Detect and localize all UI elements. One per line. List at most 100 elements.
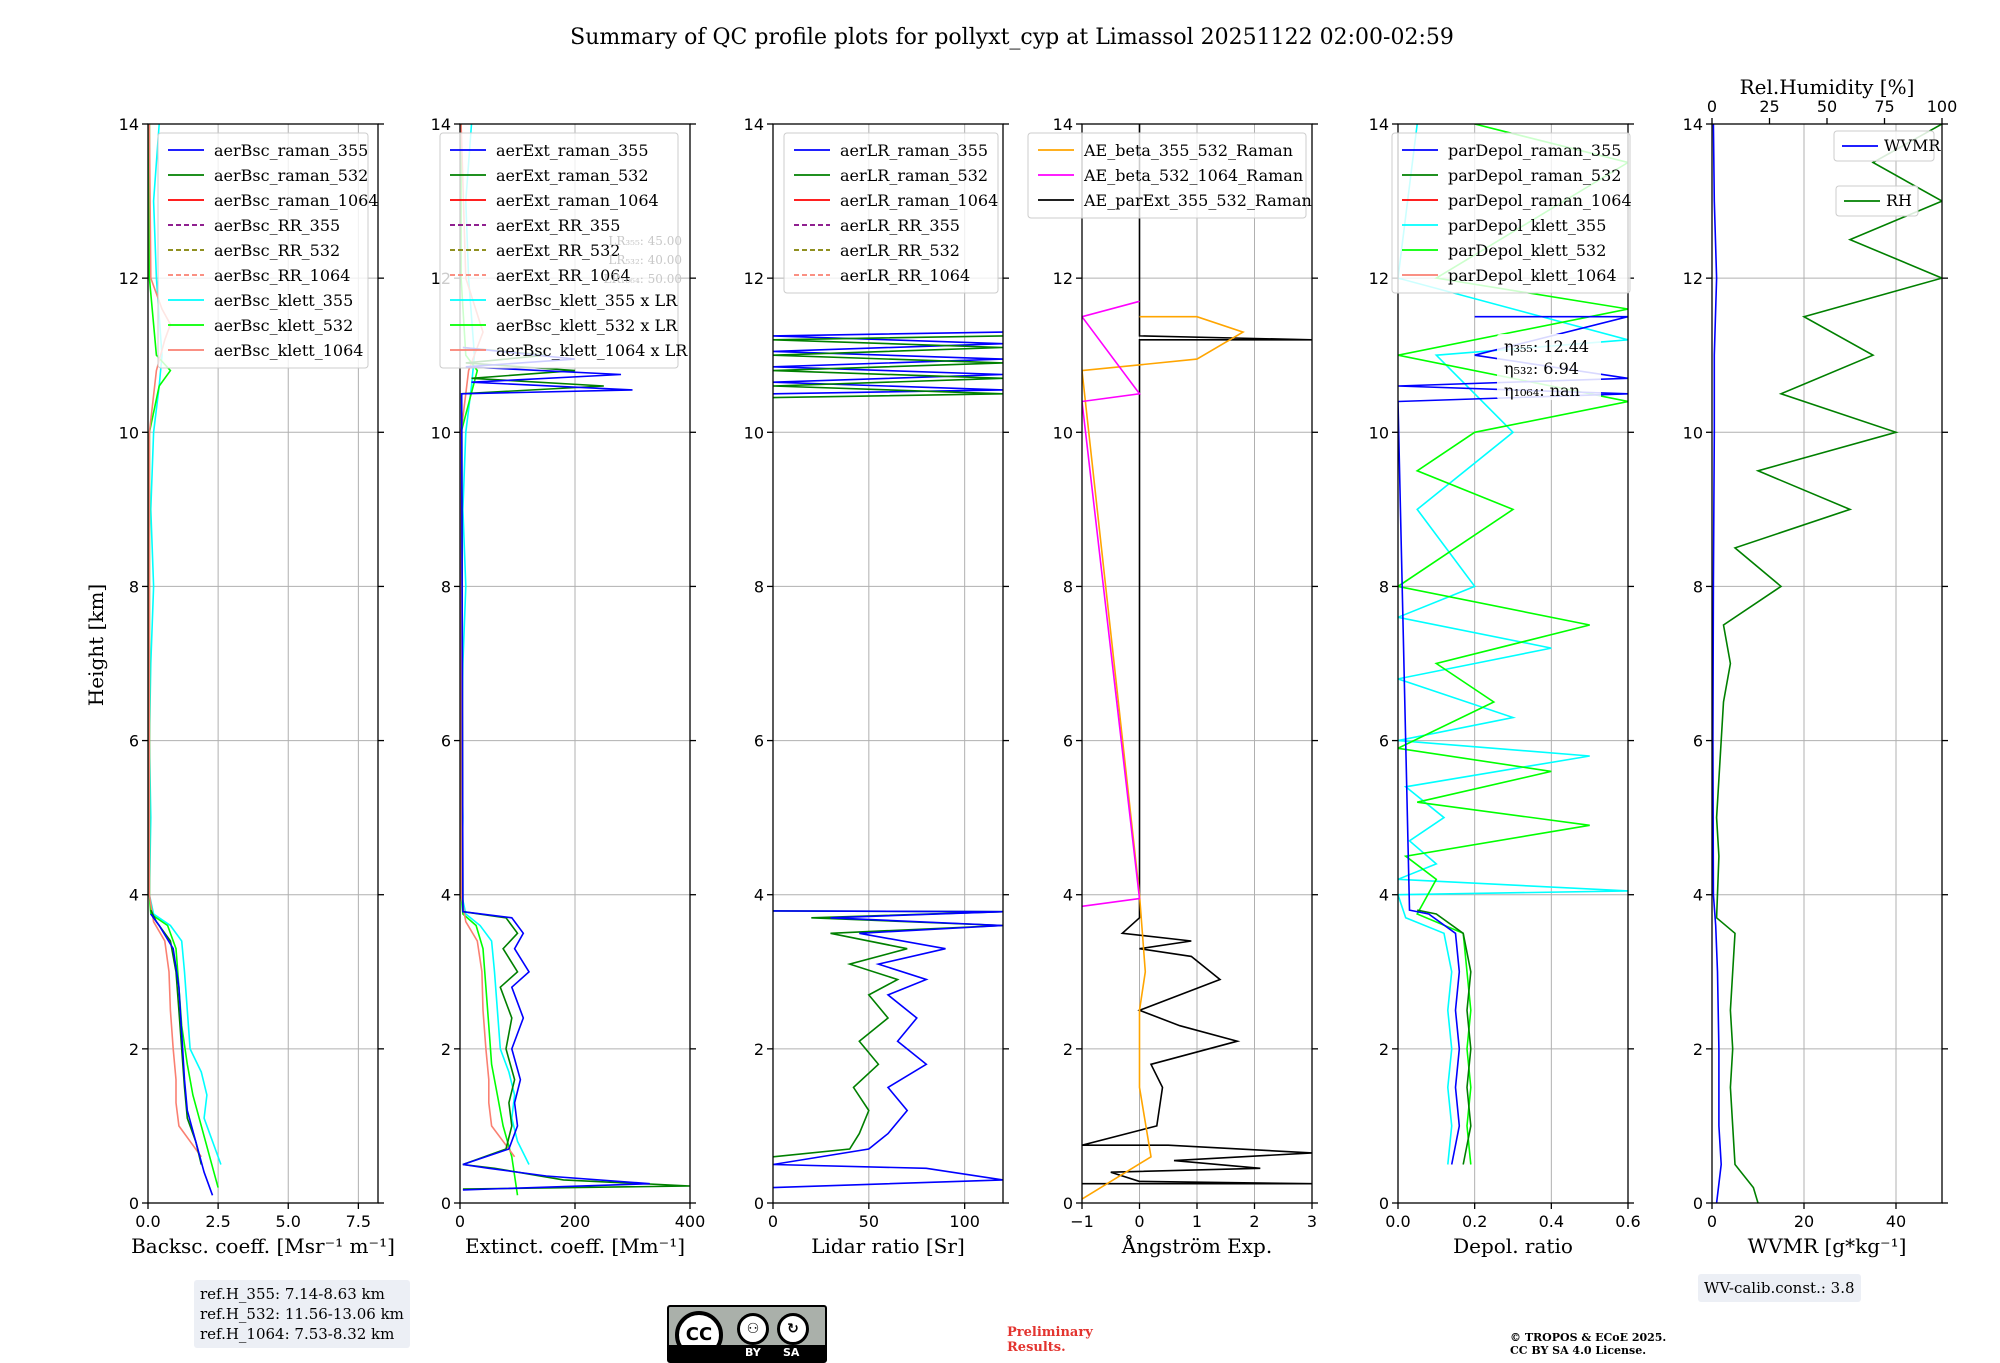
axes-frame <box>772 123 1004 1204</box>
legend-box <box>157 132 369 369</box>
series-line-parDepol-raman-532 <box>1417 909 1472 1165</box>
y-tick-label: 6 <box>754 732 764 751</box>
y-tick-label: 0 <box>441 1194 451 1213</box>
preliminary-line-1: Preliminary <box>1007 1325 1093 1340</box>
series-line-aerLR-raman-532 <box>773 910 1003 1158</box>
legend-label: aerExt_raman_1064 <box>496 191 659 210</box>
eta-box <box>1497 334 1601 400</box>
series-line-WVMR <box>1712 124 1723 1203</box>
y-tick-label: 14 <box>1053 115 1073 134</box>
legend-label: AE_beta_355_532_Raman <box>1083 141 1293 160</box>
y-tick-label: 6 <box>129 732 139 751</box>
y-tick-label: 12 <box>744 269 764 288</box>
axes-frame <box>1711 123 1943 1204</box>
x-tick-label: 0.0 <box>135 1212 160 1231</box>
x-tick-label: 1 <box>1192 1212 1202 1231</box>
panel-depol: 0 2 4 6 8 10 12 14 0.0 0.2 0.4 0.6 Depol. ratio parDe… <box>1369 115 1641 1258</box>
y-tick-label: 4 <box>1693 886 1703 905</box>
legend-box <box>1833 130 1935 162</box>
y-tick-label: 6 <box>1379 732 1389 751</box>
x-tick-label: 400 <box>675 1212 706 1231</box>
y-tick-label: 2 <box>1693 1040 1703 1059</box>
series-group <box>773 331 1003 1189</box>
legend-label: aerExt_raman_355 <box>496 141 649 160</box>
legend-label: aerBsc_RR_532 <box>214 241 340 260</box>
y-tick-label: 0 <box>754 1194 764 1213</box>
legend-label: aerExt_raman_532 <box>496 166 649 185</box>
legend-label: aerLR_RR_532 <box>840 241 960 260</box>
y-tick-label: 10 <box>744 423 764 442</box>
series-line-parDepol-klett-355 <box>1398 124 1628 1165</box>
legend-box <box>783 132 999 294</box>
x-tick-label: 0 <box>1134 1212 1144 1231</box>
y-tick-label: 2 <box>754 1040 764 1059</box>
panel-bsc: 0 2 4 6 8 10 12 14 0.0 2.5 5.0 7.5 Backsc. coeff. [M… <box>119 115 395 1258</box>
legend-label: aerBsc_raman_355 <box>214 141 368 160</box>
copyright-notice: © TROPOS & ECoE 2025. CC BY SA 4.0 Licen… <box>1510 1331 1666 1357</box>
lidar-ratio-label: LR₃₅₅: 45.00 <box>608 234 682 248</box>
y-tick-label: 8 <box>129 577 139 596</box>
x-axis-label: Extinct. coeff. [Mm⁻¹] <box>465 1234 685 1258</box>
y-tick-label: 12 <box>1369 269 1389 288</box>
x-tick-label: 200 <box>560 1212 591 1231</box>
legend-label: RH <box>1886 191 1912 210</box>
y-tick-label: 0 <box>129 1194 139 1213</box>
legend-box <box>1391 132 1631 294</box>
legend-label: aerBsc_RR_355 <box>214 216 340 235</box>
x-tick-label: 0.2 <box>1462 1212 1487 1231</box>
legend-label: parDepol_raman_532 <box>1448 166 1621 185</box>
top-x-tick-label: 0 <box>1707 97 1717 116</box>
y-tick-label: 10 <box>1369 423 1389 442</box>
x-tick-label: 100 <box>949 1212 980 1231</box>
y-tick-label: 2 <box>441 1040 451 1059</box>
x-tick-label: 5.0 <box>276 1212 301 1231</box>
series-line-aerExt-raman-355 <box>460 346 650 1191</box>
series-line-AE-beta-532-1064-Raman <box>1082 300 1141 908</box>
legend-label: aerExt_RR_355 <box>496 216 620 235</box>
legend-label: parDepol_raman_1064 <box>1448 191 1632 210</box>
eta-label: η₅₃₂: 6.94 <box>1504 359 1579 378</box>
copyright-line-1: © TROPOS & ECoE 2025. <box>1510 1331 1667 1344</box>
cc-badge-bar: BY SA <box>669 1345 825 1361</box>
x-tick-label: 0 <box>1707 1212 1717 1231</box>
panel-ext: 024681012140200400Extinct. coeff. [Mm⁻¹]… <box>431 115 706 1258</box>
y-tick-label: 8 <box>1063 577 1073 596</box>
top-x-tick-label: 25 <box>1759 97 1779 116</box>
preliminary-line-2: Results. <box>1007 1340 1066 1355</box>
series-line-RH <box>1715 124 1942 1203</box>
legend-label: parDepol_klett_532 <box>1448 241 1606 260</box>
y-tick-label: 6 <box>1693 732 1703 751</box>
y-tick-label: 14 <box>744 115 764 134</box>
y-tick-label: 10 <box>119 423 139 442</box>
x-tick-label: 7.5 <box>346 1212 371 1231</box>
x-tick-label: 40 <box>1886 1212 1906 1231</box>
ref-height-355: ref.H_355: 7.14-8.63 km <box>200 1285 385 1303</box>
eta-label: η₃₅₅: 12.44 <box>1504 337 1589 356</box>
axes-frame <box>147 123 379 1204</box>
legend-label: aerLR_raman_1064 <box>840 191 998 210</box>
x-axis-label: Lidar ratio [Sr] <box>811 1234 965 1258</box>
y-tick-label: 10 <box>1683 423 1703 442</box>
copyright-line-2: CC BY SA 4.0 License. <box>1510 1344 1647 1357</box>
eta-label: η₁₀₆₄: nan <box>1504 381 1580 400</box>
y-tick-label: 2 <box>129 1040 139 1059</box>
person-icon: ⚇ <box>737 1313 769 1345</box>
x-axis-label: WVMR [g*kg⁻¹] <box>1748 1234 1907 1258</box>
x-tick-label: 0.0 <box>1385 1212 1410 1231</box>
legend-label: aerBsc_klett_355 <box>214 291 353 310</box>
reference-height-box: ref.H_355: 7.14-8.63 km ref.H_532: 11.56… <box>194 1280 410 1348</box>
lidar-ratio-label: LR₁₀₆₄: 50.00 <box>604 272 682 286</box>
cc-sa-label: SA <box>783 1346 800 1359</box>
series-line-AE-parExt-355-532-Raman <box>1082 124 1312 1185</box>
top-x-tick-label: 50 <box>1817 97 1837 116</box>
legend-label: AE_beta_532_1064_Raman <box>1083 166 1303 185</box>
cc-by-label: BY <box>745 1346 761 1359</box>
x-axis-label: Depol. ratio <box>1453 1234 1573 1258</box>
y-tick-label: 2 <box>1063 1040 1073 1059</box>
legend-label: AE_parExt_355_532_Raman <box>1083 191 1312 210</box>
y-tick-label: 14 <box>1369 115 1389 134</box>
y-tick-label: 6 <box>441 732 451 751</box>
series-line-aerLR-raman-355-cloud- <box>773 331 1003 395</box>
